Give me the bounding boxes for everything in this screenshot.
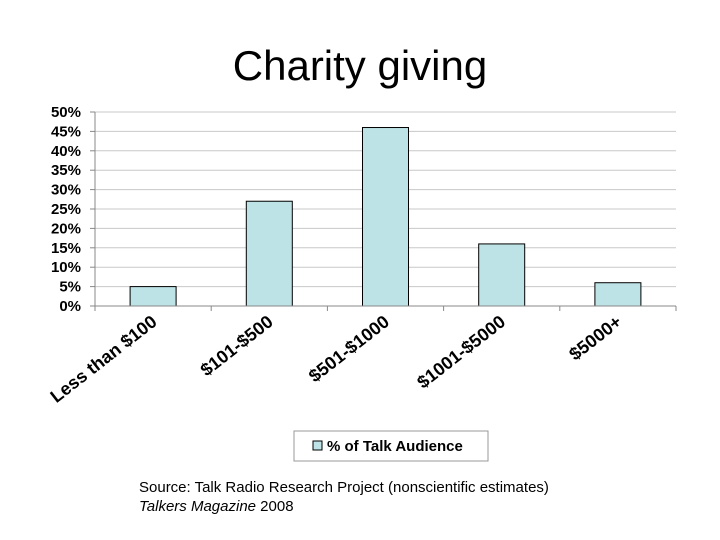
source-note: Source: Talk Radio Research Project (non… xyxy=(139,478,549,516)
bar xyxy=(594,282,642,307)
source-magazine: Talkers Magazine xyxy=(139,498,257,515)
y-tick-label: 35% xyxy=(51,162,81,179)
y-tick-label: 10% xyxy=(51,259,81,276)
y-tick-label: 15% xyxy=(51,240,81,257)
y-tick-label: 45% xyxy=(51,123,81,140)
legend: % of Talk Audience xyxy=(293,430,489,462)
y-tick-label: 25% xyxy=(51,201,81,218)
source-year: 2008 xyxy=(256,498,294,515)
legend-label: % of Talk Audience xyxy=(327,438,463,455)
x-category-label: $101-$500 xyxy=(197,311,277,380)
bar xyxy=(478,243,526,307)
chart-title: Charity giving xyxy=(232,42,488,89)
x-category-label: $1001-$5000 xyxy=(413,311,509,392)
bar xyxy=(245,200,293,307)
source-line: Source: Talk Radio Research Project (non… xyxy=(139,479,549,496)
y-axis-ticks: 0% 5% 10% 15% 20% 25% 30% 35% 40% 45% 50% xyxy=(51,104,95,315)
bars xyxy=(129,127,642,307)
legend-frame xyxy=(293,430,489,462)
x-axis-categories: Less than $100 $101-$500 $501-$1000 $1001-$… xyxy=(47,306,677,407)
y-tick-label: 50% xyxy=(51,104,81,121)
bar xyxy=(362,127,409,307)
legend-swatch xyxy=(312,440,323,451)
source-publication: Talkers Magazine 2008 xyxy=(139,497,549,516)
y-tick-label: 30% xyxy=(51,182,81,199)
x-category-label: $501-$1000 xyxy=(305,311,393,386)
bar-chart: 0% 5% 10% 15% 20% 25% 30% 35% 40% 45% 50% Less tha… xyxy=(47,104,677,462)
bar xyxy=(129,286,177,307)
y-tick-label: 20% xyxy=(51,220,81,237)
x-category-label: Less than $100 xyxy=(47,311,161,406)
y-tick-label: 0% xyxy=(59,298,81,315)
y-tick-label: 5% xyxy=(59,279,81,296)
x-category-label: $5000+ xyxy=(565,311,625,364)
y-tick-label: 40% xyxy=(51,143,81,160)
